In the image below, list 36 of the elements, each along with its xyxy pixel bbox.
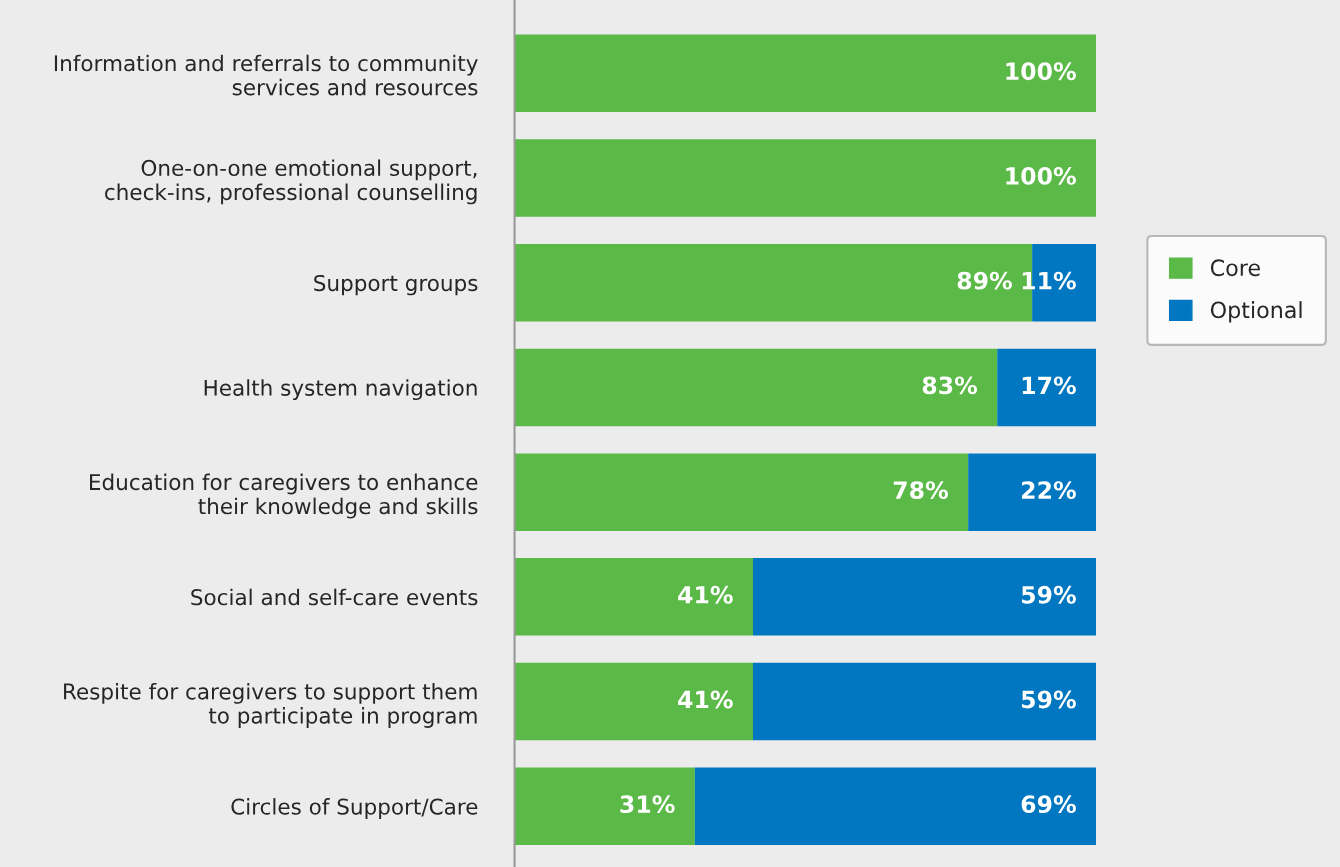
data-label: 22% <box>1022 481 1076 499</box>
data-label: 89% <box>957 271 1012 290</box>
bar <box>753 662 1097 741</box>
data-label: 69% <box>1021 795 1076 814</box>
data-label: 11% <box>1022 271 1076 290</box>
bar <box>514 662 753 741</box>
y-tick-label: Social and self-care events <box>191 588 478 606</box>
data-label: 31% <box>620 795 675 814</box>
data-label: 17% <box>1022 376 1076 395</box>
data-label: 59% <box>1021 690 1076 709</box>
data-label: 100% <box>1006 62 1076 81</box>
y-tick-label: One-on-one emotional support, check-ins, professional counselling <box>105 159 477 205</box>
bar <box>514 34 1097 113</box>
data-label: 83% <box>922 376 978 395</box>
legend-label: Optional <box>1210 301 1302 323</box>
y-tick-label: Health system navigation <box>204 379 477 401</box>
y-tick-label: Education for caregivers to enhance their knowledge and skills <box>90 473 478 519</box>
bar <box>514 558 753 636</box>
data-label: 59% <box>1021 585 1076 604</box>
data-label: 41% <box>678 585 733 604</box>
bar <box>968 453 1097 531</box>
legend-label: Core <box>1210 259 1260 277</box>
y-tick-label: Information and referrals to community services and resources <box>54 54 478 96</box>
bar <box>514 453 969 531</box>
data-label: 100% <box>1006 167 1076 185</box>
bar <box>514 348 998 427</box>
bar <box>514 767 695 846</box>
data-label: 78% <box>893 481 948 499</box>
bar <box>997 348 1097 427</box>
y-tick-label: Respite for caregivers to support them to participate in program <box>64 682 477 728</box>
bar <box>753 558 1097 636</box>
y-tick-label: Support groups <box>314 274 478 296</box>
bar <box>514 139 1097 217</box>
y-tick-label: Circles of Support/Care <box>231 798 478 819</box>
bar <box>694 767 1097 846</box>
data-label: 41% <box>678 690 733 709</box>
